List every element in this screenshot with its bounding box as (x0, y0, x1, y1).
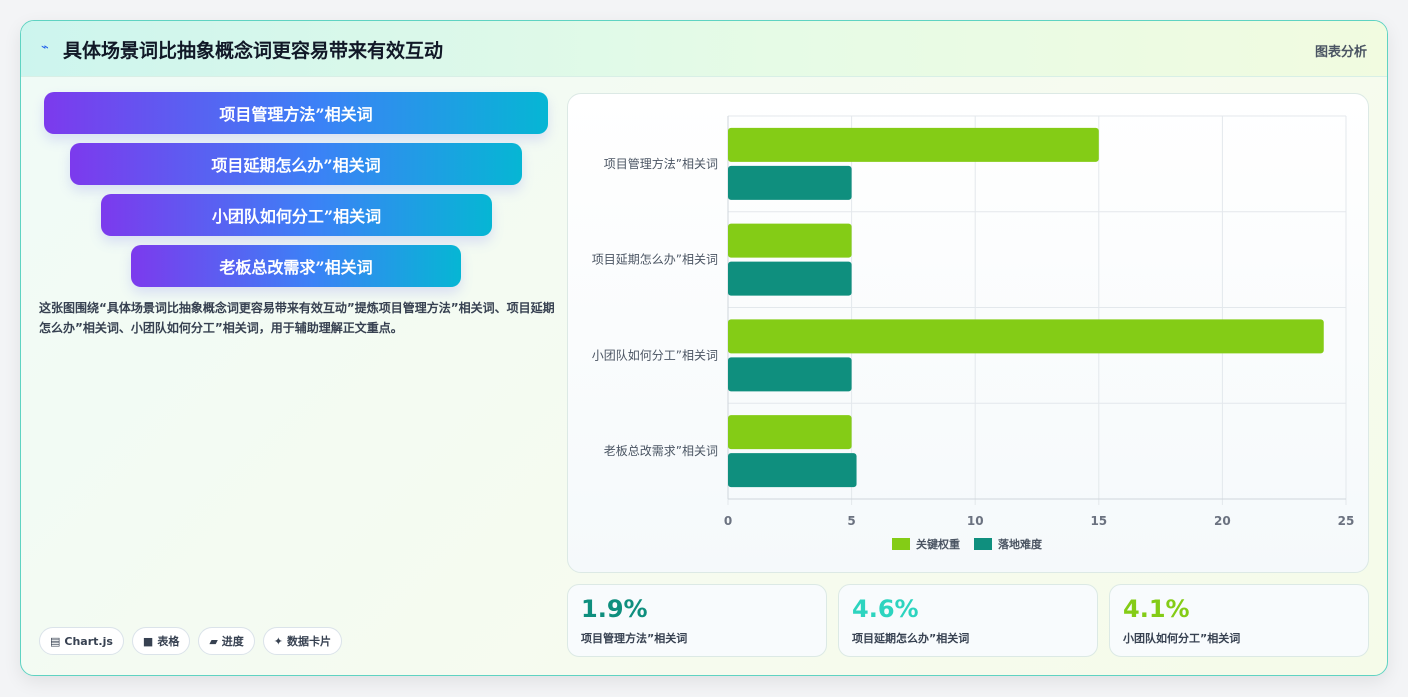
bar-difficulty (728, 453, 857, 488)
tag-label: 进度 (221, 635, 244, 648)
description-text: 这张图围绕“具体场景词比抽象概念词更容易带来有效互动”提炼项目管理方法”相关词、… (39, 301, 555, 335)
stat-label: 小团队如何分工”相关词 (1123, 632, 1241, 645)
legend-swatch (892, 538, 910, 550)
bar-key-weight (728, 127, 1099, 162)
legend-swatch (974, 538, 992, 550)
tag-progress[interactable]: ▰ 进度 (198, 627, 255, 655)
tag-chartjs[interactable]: ▤ Chart.js (39, 627, 124, 655)
y-category-label: 老板总改需求”相关词 (604, 444, 718, 458)
legend-label: 落地难度 (998, 537, 1043, 551)
x-tick-label: 0 (724, 514, 732, 528)
y-category-label: 小团队如何分工”相关词 (592, 347, 718, 362)
page-title: 具体场景词比抽象概念词更容易带来有效互动 (63, 40, 444, 62)
tag-table[interactable]: ■ 表格 (131, 627, 191, 655)
bar-difficulty (728, 357, 852, 392)
tag-label: 表格 (157, 635, 180, 648)
stat-card: 4.1% 小团队如何分工”相关词 (1109, 584, 1369, 657)
bar-difficulty (728, 261, 852, 296)
sparkle-icon: ✦ (273, 634, 284, 648)
tag-list: ▤ Chart.js ■ 表格 ▰ 进度 ✦ 数据卡片 (39, 627, 343, 655)
x-tick-label: 15 (1090, 514, 1107, 528)
x-tick-label: 25 (1338, 514, 1355, 528)
stat-value: 1.9% (581, 595, 648, 623)
chart-panel: 0 5 10 15 20 25 项目管理方法”相关词项目延期怎么办”相关词 小团队如何分工”相… (567, 93, 1369, 573)
main-card: ⌁ 具体场景词比抽象概念词更容易带来有效互动 图表分析 项目管理方法”相关词 项… (20, 20, 1388, 676)
flash-icon: ⌁ (41, 40, 49, 55)
bar-difficulty (728, 165, 852, 200)
funnel-pill: 项目延期怎么办”相关词 (70, 143, 522, 185)
legend-label: 关键权重 (916, 537, 960, 551)
x-tick-label: 10 (967, 514, 984, 528)
progress-icon: ▰ (209, 634, 218, 648)
funnel-pill: 项目管理方法”相关词 (44, 92, 548, 134)
stat-label: 项目延期怎么办”相关词 (852, 632, 970, 645)
y-category-label: 项目延期怎么办”相关词 (592, 252, 718, 267)
chart-analysis-label: 图表分析 (1314, 45, 1367, 60)
stat-label: 项目管理方法”相关词 (581, 632, 688, 645)
x-tick-label: 20 (1214, 514, 1231, 528)
bar-key-weight (728, 223, 852, 258)
chart-icon: ▤ (50, 634, 61, 648)
stat-card: 1.9% 项目管理方法”相关词 (567, 584, 827, 657)
bar-key-weight (728, 319, 1324, 354)
stat-value: 4.6% (852, 595, 919, 623)
tag-data-cards[interactable]: ✦ 数据卡片 (262, 627, 343, 655)
funnel-pill: 小团队如何分工”相关词 (101, 194, 492, 236)
bar-chart: 0 5 10 15 20 25 项目管理方法”相关词项目延期怎么办”相关词小团队如何分工”相… (592, 115, 1355, 551)
y-category-label: 项目管理方法”相关词 (604, 156, 718, 171)
funnel-pill: 老板总改需求”相关词 (131, 245, 461, 287)
x-tick-label: 5 (847, 514, 855, 528)
header: ⌁ 具体场景词比抽象概念词更容易带来有效互动 图表分析 (21, 21, 1387, 77)
stat-value: 4.1% (1123, 595, 1190, 623)
bar-key-weight (728, 415, 852, 450)
tag-label: Chart.js (64, 634, 113, 648)
table-icon: ■ (142, 634, 154, 648)
stat-card: 4.6% 项目延期怎么办”相关词 (838, 584, 1098, 657)
tag-label: 数据卡片 (287, 635, 332, 648)
